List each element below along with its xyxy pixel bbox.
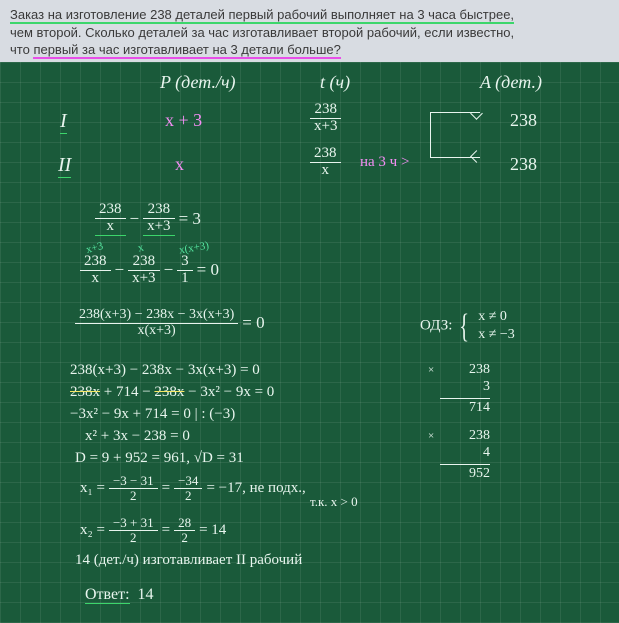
step-3: −3x² − 9x + 714 = 0 | : (−3)	[70, 406, 235, 423]
problem-line3b: первый за час изготавливает на 3 детали …	[33, 42, 340, 59]
row2-label: II	[58, 154, 71, 178]
row1-p: x + 3	[165, 110, 202, 131]
row2-note: на 3 ч >	[360, 154, 409, 171]
equation-3: 238(x+3) − 238x − 3x(x+3)x(x+3) = 0	[75, 308, 265, 338]
step-7: x₂ = −3 + 312 = 282 = 14	[80, 516, 226, 544]
step-6: x₁ = −3 − 312 = −342 = −17, не подх.,	[80, 474, 306, 502]
row2-a: 238	[510, 154, 537, 175]
mult-label-3: x(x+3)	[178, 239, 210, 256]
problem-line2b: Сколько деталей за час изготавливает вто…	[85, 25, 420, 40]
row1-label: I	[60, 110, 67, 134]
header-t: t (ч)	[320, 72, 350, 93]
step-1: 238(x+3) − 238x − 3x(x+3) = 0	[70, 362, 260, 379]
header-p: P (дет./ч)	[160, 72, 236, 93]
row2-t: 238x	[310, 146, 341, 179]
step-4: x² + 3x − 238 = 0	[85, 428, 190, 445]
row2-p: x	[175, 154, 184, 175]
bracket-arrow	[430, 112, 480, 158]
odz-l1: x ≠ 0	[478, 309, 507, 324]
step-2: 238x + 714 − 238x − 3x² − 9x = 0	[70, 384, 274, 401]
equation-1: 238x − 238x+3 = 3	[95, 202, 201, 236]
problem-line1: Заказ на изготовление 238 деталей первый…	[10, 7, 514, 24]
answer-value: 14	[138, 586, 154, 603]
row1-a: 238	[510, 110, 537, 131]
chalkboard: P (дет./ч) t (ч) A (дет.) I x + 3 238x+3…	[0, 62, 619, 623]
answer-label: Ответ:	[85, 586, 130, 604]
problem-statement: Заказ на изготовление 238 деталей первый…	[0, 0, 619, 62]
odz-block: ОДЗ: { x ≠ 0 x ≠ −3	[420, 308, 515, 344]
header-a: A (дет.)	[480, 72, 542, 93]
side-calc-2: × 238 4 952	[440, 428, 490, 482]
step-6-note: т.к. x > 0	[310, 494, 358, 510]
problem-line2c: если известно,	[424, 25, 514, 40]
equation-2: x+3 238x − x 238x+3 − x(x+3) 31 = 0	[80, 254, 219, 287]
answer: Ответ: 14	[85, 586, 154, 604]
odz-l2: x ≠ −3	[478, 327, 515, 342]
problem-line2a: чем второй.	[10, 25, 82, 40]
odz-label: ОДЗ:	[420, 318, 452, 334]
step-5: D = 9 + 952 = 961, √D = 31	[75, 450, 244, 467]
step-8: 14 (дет./ч) изготавливает II рабочий	[75, 552, 302, 569]
row1-t: 238x+3	[310, 102, 341, 135]
problem-line3a: что	[10, 42, 33, 57]
side-calc-1: × 238 3 714	[440, 362, 490, 416]
